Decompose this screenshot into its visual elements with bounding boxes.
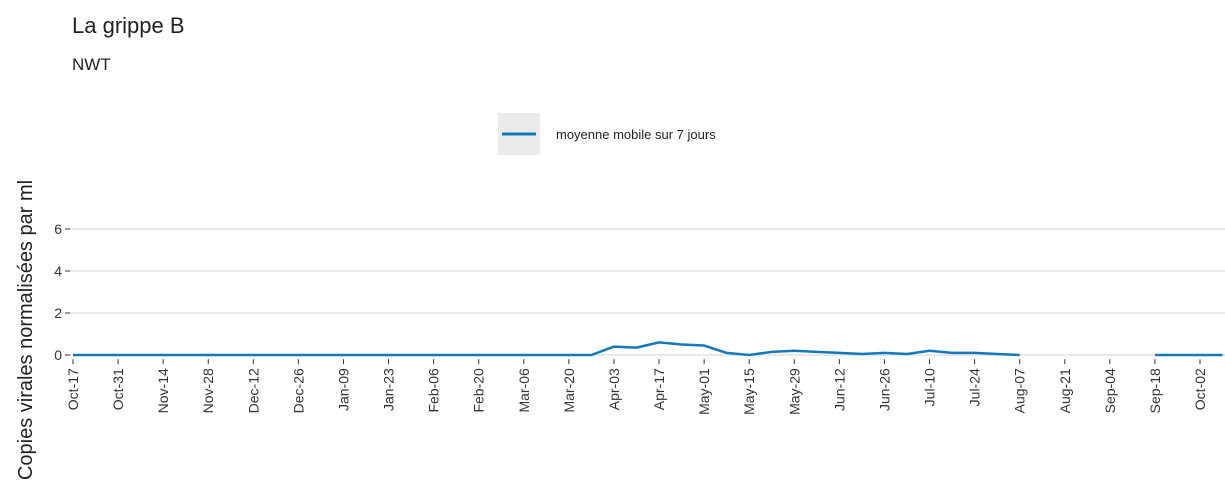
- x-tick-label: Jun-12: [831, 368, 847, 411]
- x-tick-label: Jan-23: [381, 368, 397, 411]
- y-axis-label: Copies virales normalisées par ml: [15, 180, 37, 480]
- x-tick-label: Nov-28: [200, 368, 216, 413]
- x-tick-label: Sep-18: [1147, 368, 1163, 413]
- x-tick-label: Jan-09: [335, 368, 351, 411]
- x-tick-label: Mar-06: [516, 368, 532, 413]
- y-tick-label: 0: [54, 347, 62, 363]
- x-tick-label: Dec-12: [245, 368, 261, 413]
- y-tick-label: 6: [54, 221, 62, 237]
- x-tick-label: Jul-10: [922, 368, 938, 406]
- x-tick-label: Jun-26: [876, 368, 892, 411]
- x-tick-label: Mar-20: [561, 368, 577, 413]
- x-tick-label: Feb-06: [426, 368, 442, 413]
- chart-title: La grippe B: [72, 13, 185, 38]
- x-tick-label: Apr-17: [651, 368, 667, 410]
- y-tick-label: 2: [54, 305, 62, 321]
- x-tick-label: May-15: [741, 368, 757, 415]
- x-tick-label: Dec-26: [290, 368, 306, 413]
- x-tick-label: Aug-21: [1057, 368, 1073, 413]
- x-tick-label: Oct-02: [1192, 368, 1208, 410]
- data-line: [73, 341, 1223, 357]
- x-tick-label: Oct-31: [110, 368, 126, 410]
- x-tick-label: Nov-14: [155, 368, 171, 413]
- x-tick-label: Aug-07: [1012, 368, 1028, 413]
- chart-subtitle: NWT: [72, 55, 111, 74]
- x-tick-label: Jul-24: [967, 368, 983, 406]
- x-tick-label: May-29: [786, 368, 802, 415]
- x-tick-label: Sep-04: [1102, 368, 1118, 413]
- y-tick-label: 4: [54, 263, 62, 279]
- legend-label: moyenne mobile sur 7 jours: [556, 127, 716, 142]
- x-tick-label: Apr-03: [606, 368, 622, 410]
- x-tick-label: May-01: [696, 368, 712, 415]
- x-tick-label: Feb-20: [471, 368, 487, 413]
- x-tick-label: Oct-17: [65, 368, 81, 410]
